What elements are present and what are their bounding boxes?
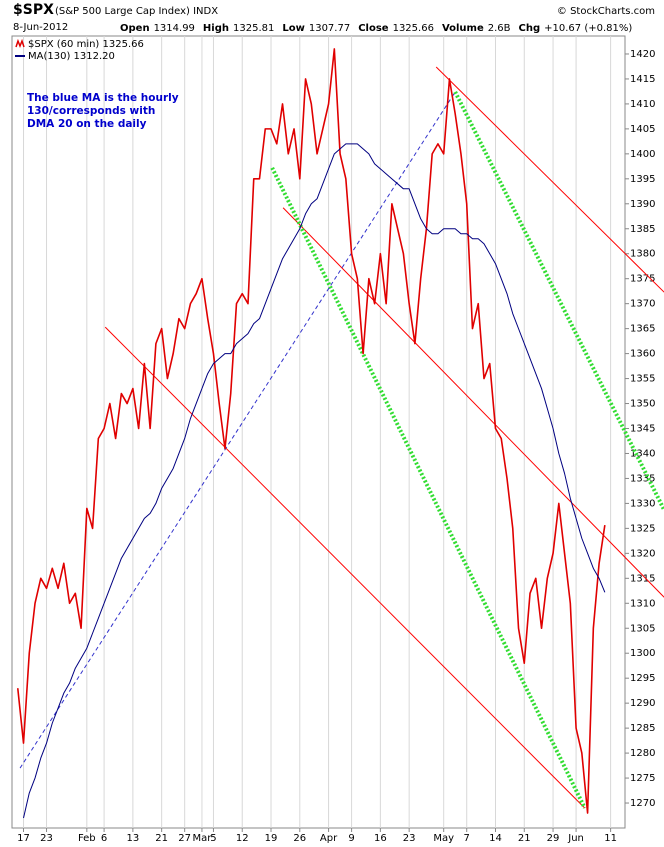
y-tick-label: 1390 (630, 199, 655, 210)
y-tick-label: 1355 (630, 374, 655, 385)
y-tick-label: 1275 (630, 773, 655, 784)
x-tick-label: 21 (155, 833, 168, 844)
y-tick-label: 1360 (630, 349, 655, 360)
y-tick-label: 1350 (630, 399, 655, 410)
y-tick-label: 1420 (630, 49, 655, 60)
stat-value: 1325.66 (393, 23, 434, 34)
x-tick-label: 19 (265, 833, 278, 844)
stat-value: +10.67 (+0.81%) (544, 23, 632, 34)
y-tick-label: 1280 (630, 748, 655, 759)
legend-label: MA(130) 1312.20 (28, 51, 115, 62)
x-tick-label: 11 (604, 833, 617, 844)
y-tick-label: 1395 (630, 174, 655, 185)
annotation: 130/corresponds with (27, 105, 155, 117)
y-tick-label: 1330 (630, 498, 655, 509)
stat-label: High (203, 23, 229, 34)
y-tick-label: 1290 (630, 698, 655, 709)
trend-line (453, 91, 664, 511)
trend-line (270, 166, 587, 809)
y-tick-label: 1405 (630, 124, 655, 135)
x-tick-label: 13 (127, 833, 140, 844)
y-tick-label: 1380 (630, 249, 655, 260)
x-tick-label: 23 (40, 833, 53, 844)
x-tick-label: Jun (567, 833, 584, 844)
y-tick-label: 1325 (630, 523, 655, 534)
stats: Open 1314.99 High 1325.81 Low 1307.77 Close 132… (120, 23, 632, 34)
date: 8-Jun-2012 (13, 22, 68, 33)
series-line (23, 143, 606, 819)
stat-value: 1307.77 (309, 23, 350, 34)
x-tick-label: 26 (293, 833, 306, 844)
y-tick-label: 1370 (630, 299, 655, 310)
x-tick-label: 9 (348, 833, 354, 844)
y-tick-label: 1375 (630, 274, 655, 285)
series-line (16, 48, 606, 814)
x-tick-label: May (433, 833, 454, 844)
chart-subtitle: (S&P 500 Large Cap Index) INDX (55, 6, 218, 17)
y-tick-label: 1410 (630, 99, 655, 110)
y-tick-label: 1285 (630, 723, 655, 734)
y-tick-label: 1400 (630, 149, 655, 160)
x-tick-label: 12 (236, 833, 249, 844)
x-tick-label: Mar (193, 833, 213, 844)
trend-line (282, 207, 664, 598)
x-tick-label: 23 (403, 833, 416, 844)
stat-value: 2.6B (488, 23, 511, 34)
x-tick-label: Feb (78, 833, 96, 844)
annotation: The blue MA is the hourly (27, 92, 179, 104)
y-tick-label: 1340 (630, 448, 655, 459)
stat-label: Open (120, 23, 150, 34)
y-tick-label: 1310 (630, 598, 655, 609)
y-tick-label: 1335 (630, 473, 655, 484)
legend-swatch (15, 38, 25, 49)
y-tick-label: 1385 (630, 224, 655, 235)
annotation: DMA 20 on the daily (27, 118, 147, 130)
trend-line (104, 326, 586, 809)
trend-line (19, 91, 456, 769)
chart-title: $SPX (13, 2, 54, 18)
legend-label: $SPX (60 min) 1325.66 (28, 39, 144, 50)
y-tick-label: 1320 (630, 548, 655, 559)
x-tick-label: 7 (464, 833, 470, 844)
stat-label: Volume (442, 23, 484, 34)
stat-label: Low (282, 23, 304, 34)
x-tick-label: 27 (178, 833, 191, 844)
y-tick-label: 1415 (630, 74, 655, 85)
x-tick-label: Apr (320, 833, 338, 844)
trend-line (435, 66, 664, 293)
source: © StockCharts.com (557, 6, 655, 17)
x-tick-label: 21 (518, 833, 531, 844)
x-tick-label: 16 (374, 833, 387, 844)
x-tick-label: 17 (17, 833, 30, 844)
stat-value: 1325.81 (233, 23, 274, 34)
stat-label: Chg (519, 23, 541, 34)
y-tick-label: 1345 (630, 424, 655, 435)
stat-label: Close (358, 23, 389, 34)
x-tick-label: 6 (101, 833, 107, 844)
y-tick-label: 1305 (630, 623, 655, 634)
stat-value: 1314.99 (154, 23, 195, 34)
x-tick-label: 14 (489, 833, 502, 844)
y-tick-label: 1300 (630, 648, 655, 659)
x-tick-label: 29 (547, 833, 560, 844)
x-tick-label: 5 (210, 833, 216, 844)
y-tick-label: 1270 (630, 798, 655, 809)
y-tick-label: 1295 (630, 673, 655, 684)
y-tick-label: 1365 (630, 324, 655, 335)
y-tick-label: 1315 (630, 573, 655, 584)
